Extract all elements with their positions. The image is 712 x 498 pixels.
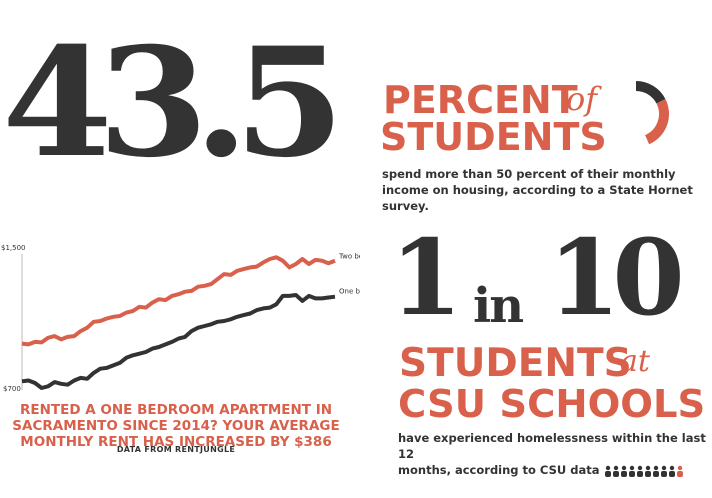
person-icon bbox=[637, 465, 644, 477]
person-icon bbox=[645, 465, 652, 477]
series-line-one-bedroom bbox=[21, 293, 336, 390]
students-heading: STUDENTS bbox=[380, 115, 607, 159]
people-icons bbox=[605, 465, 684, 477]
rent-line-chart: $1,500 $700 Two bedroom One bedroom bbox=[1, 244, 360, 393]
big-percentage-number: 43.5 bbox=[2, 15, 345, 191]
caption-line-2: SACRAMENTO SINCE 2014? YOUR AVERAGE bbox=[12, 418, 340, 434]
bottom-description-line-2: months, according to CSU data bbox=[398, 462, 708, 478]
at-word: at bbox=[620, 344, 650, 379]
in-word: in bbox=[473, 278, 524, 334]
caption-line-1: RENTED A ONE BEDROOM APARTMENT IN bbox=[19, 402, 333, 418]
series-line-two-bedroom bbox=[21, 255, 336, 347]
donut-accent-arc bbox=[644, 99, 669, 145]
students-at-heading: STUDENTS bbox=[399, 341, 632, 386]
person-icon bbox=[613, 465, 620, 477]
series-label-one-bedroom: One bedroom bbox=[339, 288, 360, 296]
top-description: spend more than 50 percent of their mont… bbox=[382, 167, 693, 213]
y-tick-label-top: $1,500 bbox=[1, 244, 26, 252]
person-icon-highlighted bbox=[677, 465, 684, 477]
chart-caption: RENTED A ONE BEDROOM APARTMENT IN SACRAM… bbox=[8, 402, 344, 450]
one-number: 1 bbox=[390, 216, 462, 339]
person-icon bbox=[669, 465, 676, 477]
bottom-description-line-2-text: months, according to CSU data bbox=[398, 463, 600, 477]
person-icon bbox=[661, 465, 668, 477]
csu-schools-heading: CSU SCHOOLS bbox=[398, 382, 706, 427]
person-icon bbox=[653, 465, 660, 477]
caption-line-3: MONTHLY RENT HAS INCREASED BY $386 bbox=[20, 434, 332, 450]
chart-source: DATA FROM RENTJUNGLE bbox=[116, 445, 236, 454]
bottom-description: have experienced homelessness within the… bbox=[398, 430, 708, 478]
person-icon bbox=[629, 465, 636, 477]
bottom-description-line-1: have experienced homelessness within the… bbox=[398, 431, 706, 461]
person-icon bbox=[605, 465, 612, 477]
donut-percentage-icon bbox=[635, 81, 669, 145]
ten-number: 10 bbox=[548, 216, 685, 339]
series-label-two-bedroom: Two bedroom bbox=[338, 253, 360, 261]
of-word: of bbox=[566, 80, 598, 118]
percent-heading: PERCENT bbox=[383, 78, 578, 122]
y-tick-label-bottom: $700 bbox=[3, 385, 21, 393]
person-icon bbox=[621, 465, 628, 477]
